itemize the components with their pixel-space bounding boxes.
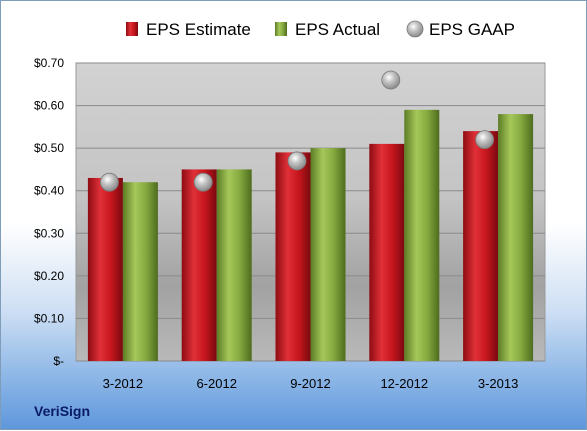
y-tick-label: $- (53, 354, 64, 368)
legend-marker-gaap (406, 20, 424, 38)
x-tick-label: 12-2012 (380, 376, 428, 391)
y-tick-label: $0.70 (34, 56, 64, 70)
bar-eps-estimate (181, 169, 217, 361)
y-axis: $- $0.10 $0.20 $0.30 $0.40 $0.50 $0.60 $0.70 (34, 56, 64, 368)
x-tick-label: 9-2012 (290, 376, 330, 391)
y-tick-label: $0.30 (34, 226, 64, 240)
legend-swatch-estimate (126, 22, 138, 36)
bar-eps-estimate (87, 177, 123, 361)
legend: EPS Estimate EPS Actual EPS GAAP (126, 20, 515, 39)
legend-swatch-actual (275, 22, 287, 36)
bar-eps-actual (310, 148, 346, 361)
y-tick-label: $0.40 (34, 184, 64, 198)
x-tick-label: 3-2012 (103, 376, 143, 391)
y-tick-label: $0.60 (34, 99, 64, 113)
bar-eps-actual (216, 169, 252, 361)
bar-eps-estimate (463, 131, 499, 361)
y-tick-label: $0.10 (34, 311, 64, 325)
bar-eps-estimate (275, 152, 311, 361)
x-axis: 3-2012 6-2012 9-2012 12-2012 3-2013 (103, 376, 519, 391)
x-tick-label: 6-2012 (196, 376, 236, 391)
point-eps-gaap (381, 70, 401, 90)
legend-label: EPS Estimate (146, 20, 251, 39)
y-tick-label: $0.50 (34, 141, 64, 155)
point-eps-gaap (475, 130, 495, 150)
x-tick-label: 3-2013 (478, 376, 518, 391)
point-eps-gaap (287, 151, 307, 171)
bar-eps-estimate (369, 143, 405, 361)
bar-eps-actual (404, 109, 440, 361)
legend-label: EPS GAAP (429, 20, 515, 39)
company-name: VeriSign (34, 403, 91, 419)
bar-eps-actual (122, 182, 158, 361)
point-eps-gaap (193, 172, 213, 192)
bar-eps-actual (498, 114, 534, 361)
point-eps-gaap (100, 172, 119, 192)
gaap-points (100, 70, 495, 192)
bars (87, 109, 534, 361)
legend-label: EPS Actual (295, 20, 380, 39)
y-tick-label: $0.20 (34, 269, 64, 283)
